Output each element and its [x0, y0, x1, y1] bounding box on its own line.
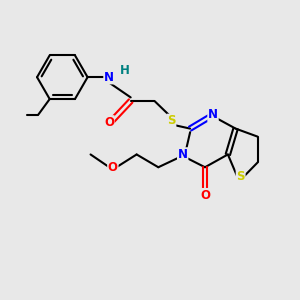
Text: N: N	[178, 148, 188, 161]
Text: O: O	[108, 161, 118, 174]
Text: O: O	[200, 189, 210, 202]
Text: H: H	[119, 64, 129, 77]
Text: S: S	[167, 114, 176, 128]
Text: S: S	[236, 170, 245, 183]
Text: N: N	[208, 108, 218, 122]
Text: N: N	[104, 71, 114, 84]
Text: O: O	[104, 116, 114, 129]
